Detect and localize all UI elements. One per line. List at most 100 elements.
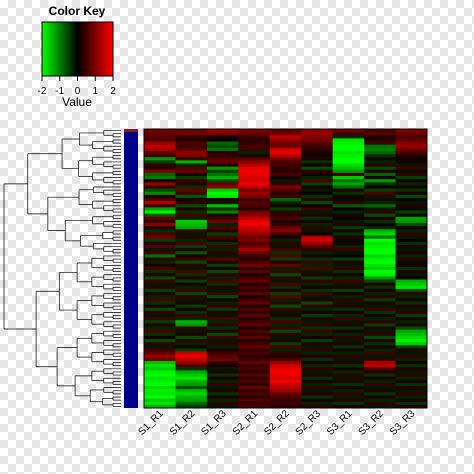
heatmap-cell — [175, 310, 208, 315]
heatmap-cell — [301, 370, 334, 374]
heatmap-cell — [269, 282, 302, 287]
heatmap-cell — [332, 307, 365, 312]
heatmap-border — [143, 128, 428, 409]
heatmap-cell — [301, 295, 334, 299]
heatmap-cell — [175, 232, 208, 236]
heatmap-cell — [175, 354, 208, 359]
heatmap-cell — [144, 376, 176, 381]
heatmap-cell — [175, 389, 208, 393]
heatmap-cell — [269, 270, 302, 274]
heatmap-cell — [269, 238, 302, 243]
heatmap-cell — [395, 345, 428, 349]
heatmap-cell — [175, 263, 208, 268]
heatmap-cell — [238, 248, 271, 252]
heatmap-cell — [395, 185, 428, 189]
heatmap-cell — [395, 332, 428, 337]
heatmap-cell — [301, 166, 334, 171]
heatmap-cell — [144, 326, 176, 331]
heatmap-cell — [332, 232, 365, 236]
heatmap-cell — [238, 197, 271, 202]
heatmap-cell — [175, 157, 208, 161]
heatmap-cell — [175, 379, 208, 384]
heatmap-cell — [269, 323, 302, 327]
heatmap-cell — [175, 188, 208, 193]
heatmap-cell — [175, 360, 208, 365]
heatmap-cell — [269, 273, 302, 277]
heatmap-cell — [144, 401, 176, 406]
heatmap-cell — [206, 157, 239, 161]
heatmap-cell — [332, 235, 365, 240]
heatmap-cell — [238, 251, 271, 255]
heatmap-cell — [301, 182, 334, 186]
heatmap-cell — [395, 238, 428, 243]
row-side-color-top — [124, 129, 138, 132]
heatmap-cell — [301, 364, 334, 368]
heatmap-cell — [395, 150, 428, 155]
heatmap-cell — [332, 292, 365, 296]
heatmap-cell — [206, 376, 239, 381]
heatmap-cell — [206, 389, 239, 393]
column-label: S1_R1 — [136, 408, 166, 438]
heatmap-cell — [206, 266, 239, 271]
color-key-tick-label: 1 — [92, 86, 98, 97]
heatmap-cell — [238, 135, 271, 139]
heatmap-cell — [175, 160, 208, 164]
heatmap-cell — [206, 313, 239, 318]
color-key-gradient — [41, 21, 114, 77]
heatmap-cell — [395, 232, 428, 236]
heatmap-cell — [364, 210, 396, 215]
heatmap-cell — [269, 395, 302, 399]
heatmap-cell — [332, 364, 365, 368]
color-key-title: Color Key — [49, 4, 106, 18]
heatmap-cell — [269, 351, 302, 356]
heatmap-cell — [144, 169, 176, 174]
heatmap-cell — [238, 348, 271, 352]
heatmap-cell — [238, 367, 271, 371]
heatmap-cell — [144, 310, 176, 315]
heatmap-cell — [395, 398, 428, 403]
heatmap-cell — [269, 235, 302, 240]
heatmap-cell — [301, 226, 334, 230]
heatmap-cell — [364, 207, 396, 211]
heatmap-cell — [238, 404, 271, 409]
heatmap-cell — [269, 191, 302, 196]
heatmap-cell — [332, 223, 365, 227]
heatmap-cell — [144, 276, 176, 280]
heatmap-cell — [332, 147, 365, 152]
heatmap-cell — [206, 172, 239, 177]
heatmap-cell — [269, 367, 302, 371]
heatmap-cell — [301, 172, 334, 177]
heatmap-cell — [269, 147, 302, 152]
heatmap-cell — [206, 135, 239, 139]
heatmap-cell — [144, 301, 176, 305]
heatmap-cell — [332, 219, 365, 224]
heatmap-cell — [332, 348, 365, 352]
heatmap-cell — [395, 194, 428, 199]
heatmap-cell — [395, 354, 428, 359]
heatmap-cell — [269, 295, 302, 299]
heatmap-cell — [364, 263, 396, 268]
heatmap-cell — [301, 179, 334, 183]
heatmap-cell — [206, 335, 239, 340]
heatmap-cell — [206, 254, 239, 258]
heatmap-cell — [238, 235, 271, 240]
heatmap-cell — [395, 182, 428, 186]
heatmap-cell — [175, 348, 208, 352]
heatmap-cell — [269, 401, 302, 406]
heatmap-cell — [144, 144, 176, 149]
heatmap-cell — [175, 376, 208, 381]
heatmap-cell — [175, 398, 208, 403]
heatmap-cell — [206, 169, 239, 174]
heatmap-cell — [364, 204, 396, 208]
heatmap-cell — [206, 241, 239, 246]
heatmap-cell — [364, 298, 396, 302]
heatmap-cell — [395, 160, 428, 164]
heatmap-cell — [364, 166, 396, 171]
heatmap-cell — [206, 138, 239, 142]
heatmap-cell — [144, 282, 176, 287]
heatmap-cell — [144, 172, 176, 177]
heatmap-cell — [395, 207, 428, 211]
heatmap-cell — [206, 270, 239, 274]
heatmap-cell — [395, 144, 428, 149]
heatmap-cell — [175, 282, 208, 287]
